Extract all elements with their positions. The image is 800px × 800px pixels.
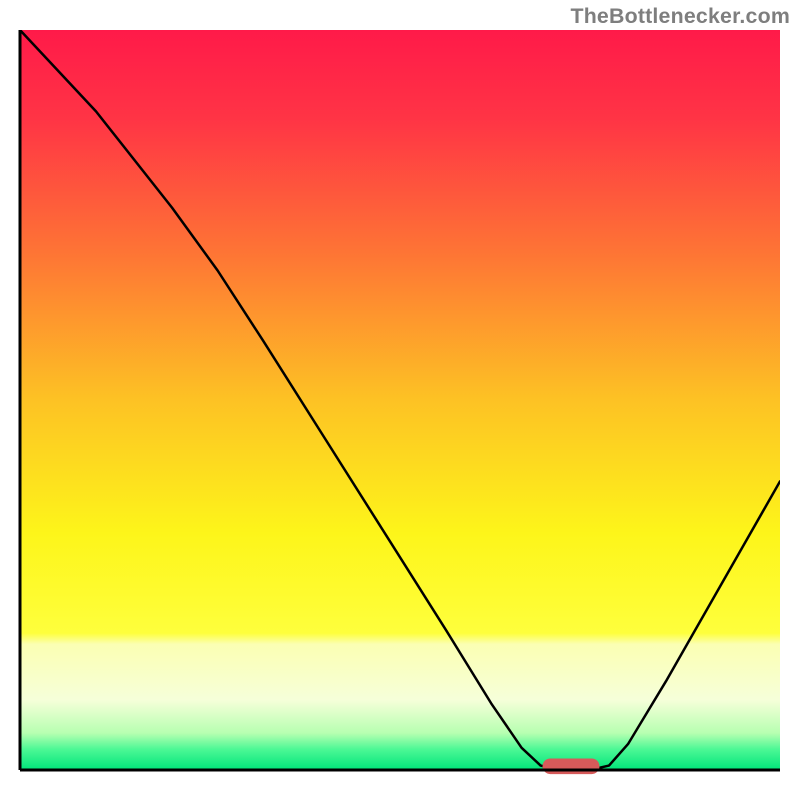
bottleneck-marker (543, 759, 600, 775)
bottleneck-chart (0, 0, 800, 800)
chart-stage: TheBottlenecker.com (0, 0, 800, 800)
plot-background (20, 30, 780, 770)
